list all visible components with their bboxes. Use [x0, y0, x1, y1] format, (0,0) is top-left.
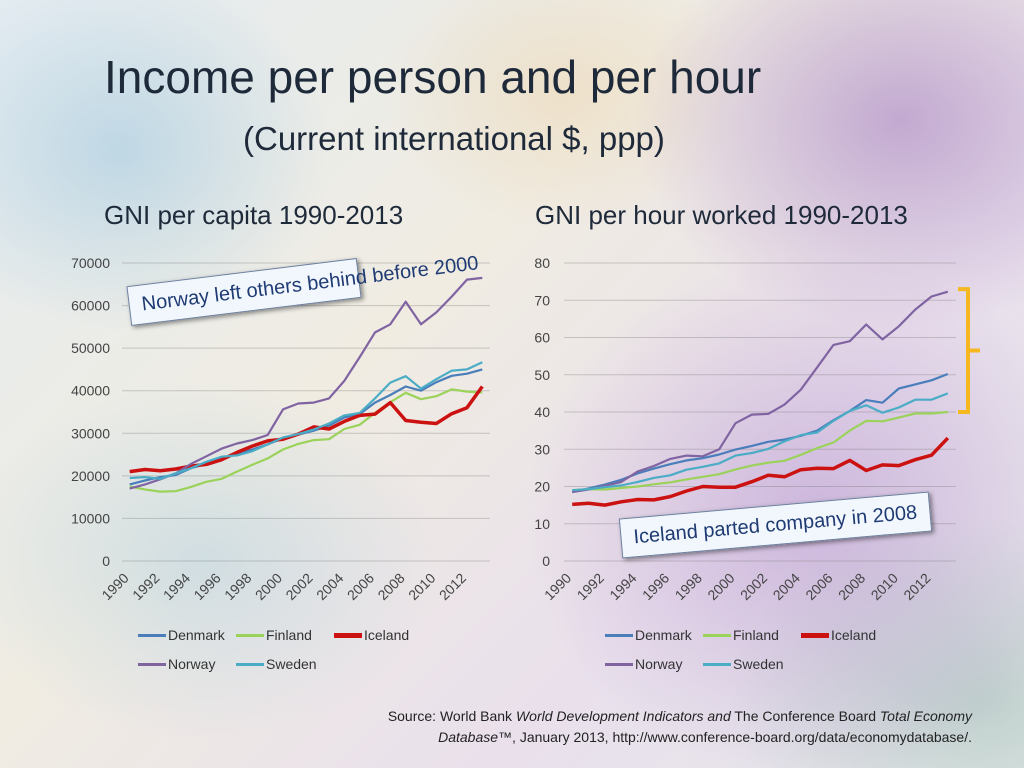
x-tick-label: 1990 [541, 570, 574, 603]
y-tick-label: 50 [534, 367, 550, 383]
source-middle: The Conference Board [730, 708, 880, 724]
y-tick-label: 30000 [71, 425, 110, 441]
y-tick-label: 20000 [71, 468, 110, 484]
y-tick-label: 70000 [71, 255, 110, 271]
legend-item-denmark: Denmark [138, 627, 225, 643]
y-tick-label: 10 [534, 516, 550, 532]
y-tick-label: 70 [534, 292, 550, 308]
x-tick-label: 2000 [252, 570, 285, 603]
legend-item-norway: Norway [138, 656, 215, 672]
legend-label: Norway [168, 656, 216, 672]
y-tick-label: 40000 [71, 383, 110, 399]
series-line-norway [129, 276, 483, 490]
x-tick-label: 2008 [374, 570, 407, 603]
legend-label: Iceland [831, 627, 877, 643]
legend-swatch [605, 662, 633, 666]
legend-label: Denmark [635, 627, 692, 643]
x-tick-label: 1994 [606, 570, 639, 603]
x-tick-label: 2006 [802, 570, 835, 603]
source-database: Database [438, 729, 499, 745]
bracket-mark [958, 287, 980, 414]
chart1-title: GNI per capita 1990-2013 [104, 200, 404, 230]
x-tick-label: 2006 [344, 570, 377, 603]
legend-label: Sweden [266, 656, 317, 672]
series-line-iceland [572, 436, 950, 507]
x-tick-label: 2002 [737, 570, 770, 603]
legend-item-finland: Finland [703, 627, 779, 643]
series-line-norway [572, 290, 949, 494]
legend-item-denmark: Denmark [605, 627, 692, 643]
source-rest: ™, January 2013, http://www.conference-b… [498, 729, 972, 745]
slide-title: Income per person and per hour [104, 51, 762, 103]
series-line-finland [129, 388, 483, 493]
legend-item-iceland: Iceland [334, 627, 409, 643]
y-tick-label: 60000 [71, 298, 110, 314]
legend-label: Iceland [364, 627, 410, 643]
source-note: Source: World Bank World Development Ind… [388, 706, 972, 748]
legend-item-iceland: Iceland [801, 627, 876, 643]
chart1-legend: Denmark Finland Iceland Norway Sweden [138, 627, 458, 677]
x-tick-label: 2004 [313, 570, 346, 603]
series-line-sweden [129, 361, 483, 480]
legend-swatch [236, 662, 264, 666]
source-ted: Total Economy [879, 708, 972, 724]
legend-item-sweden: Sweden [236, 656, 317, 672]
y-tick-label: 50000 [71, 340, 110, 356]
x-tick-label: 1998 [672, 570, 705, 603]
x-tick-label: 1992 [129, 570, 162, 603]
source-wdi: World Development Indicators and [515, 708, 731, 724]
series-line-finland [572, 410, 948, 492]
x-tick-label: 1990 [98, 570, 131, 603]
x-tick-label: 1996 [190, 570, 223, 603]
gni-per-capita-chart: 0 10000 20000 30000 40000 50000 60000 70000 1990… [71, 255, 490, 603]
series-line-denmark [571, 372, 949, 494]
x-tick-label: 1998 [221, 570, 254, 603]
chart2-title: GNI per hour worked 1990-2013 [535, 200, 908, 230]
legend-swatch [703, 633, 731, 637]
x-tick-label: 2000 [704, 570, 737, 603]
x-tick-label: 2010 [405, 570, 438, 603]
y-tick-label: 80 [534, 255, 550, 271]
legend-label: Finland [266, 627, 312, 643]
legend-swatch [605, 633, 633, 637]
legend-swatch [334, 632, 362, 638]
y-tick-label: 60 [534, 330, 550, 346]
x-tick-label: 2010 [868, 570, 901, 603]
y-tick-label: 0 [102, 553, 110, 569]
y-tick-label: 20 [534, 479, 550, 495]
slide-subtitle: (Current international $, ppp) [243, 120, 665, 157]
x-tick-label: 1992 [574, 570, 607, 603]
x-tick-label: 2012 [900, 570, 933, 603]
legend-swatch [236, 633, 264, 637]
legend-swatch [801, 632, 829, 638]
legend-label: Denmark [168, 627, 225, 643]
legend-swatch [138, 633, 166, 637]
legend-label: Norway [635, 656, 683, 672]
x-tick-label: 2008 [835, 570, 868, 603]
series-line-iceland [129, 385, 484, 474]
x-tick-label: 1994 [160, 570, 193, 603]
chart2-legend: Denmark Finland Iceland Norway Sweden [605, 627, 925, 677]
x-tick-label: 2004 [770, 570, 803, 603]
legend-item-sweden: Sweden [703, 656, 784, 672]
source-prefix: Source: World Bank [387, 708, 516, 724]
legend-swatch [138, 662, 166, 666]
legend-swatch [703, 662, 731, 666]
y-tick-label: 10000 [71, 510, 110, 526]
y-tick-label: 30 [534, 441, 550, 457]
legend-label: Sweden [733, 656, 784, 672]
legend-item-norway: Norway [605, 656, 682, 672]
legend-label: Finland [733, 627, 779, 643]
series-line-sweden [572, 392, 949, 492]
y-tick-label: 0 [542, 553, 550, 569]
x-tick-label: 1996 [639, 570, 672, 603]
x-tick-label: 2002 [282, 570, 315, 603]
legend-item-finland: Finland [236, 627, 312, 643]
x-tick-label: 2012 [436, 570, 469, 603]
y-tick-label: 40 [534, 404, 550, 420]
